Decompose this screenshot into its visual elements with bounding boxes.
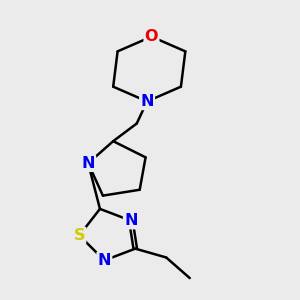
- Text: N: N: [98, 253, 111, 268]
- Text: O: O: [145, 29, 158, 44]
- Text: S: S: [74, 228, 85, 243]
- Text: N: N: [140, 94, 154, 109]
- Text: N: N: [81, 156, 95, 171]
- Text: N: N: [124, 213, 138, 228]
